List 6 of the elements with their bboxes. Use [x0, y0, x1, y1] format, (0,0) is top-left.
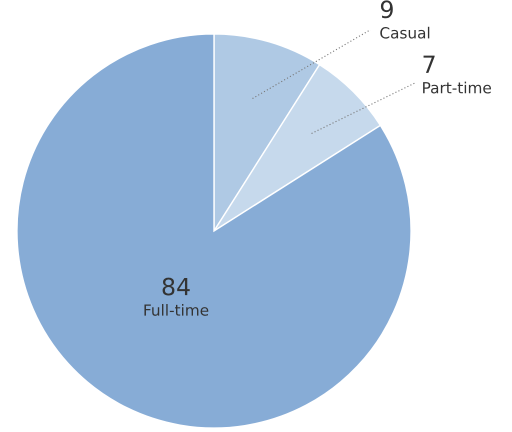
- slice-label: Part-time: [423, 82, 491, 94]
- slice-label: Full-time: [144, 304, 208, 316]
- data-label: 9: [380, 0, 393, 18]
- slice-label: Casual: [380, 26, 430, 39]
- data-label: 84: [162, 278, 190, 296]
- data-label: 7: [424, 56, 435, 73]
